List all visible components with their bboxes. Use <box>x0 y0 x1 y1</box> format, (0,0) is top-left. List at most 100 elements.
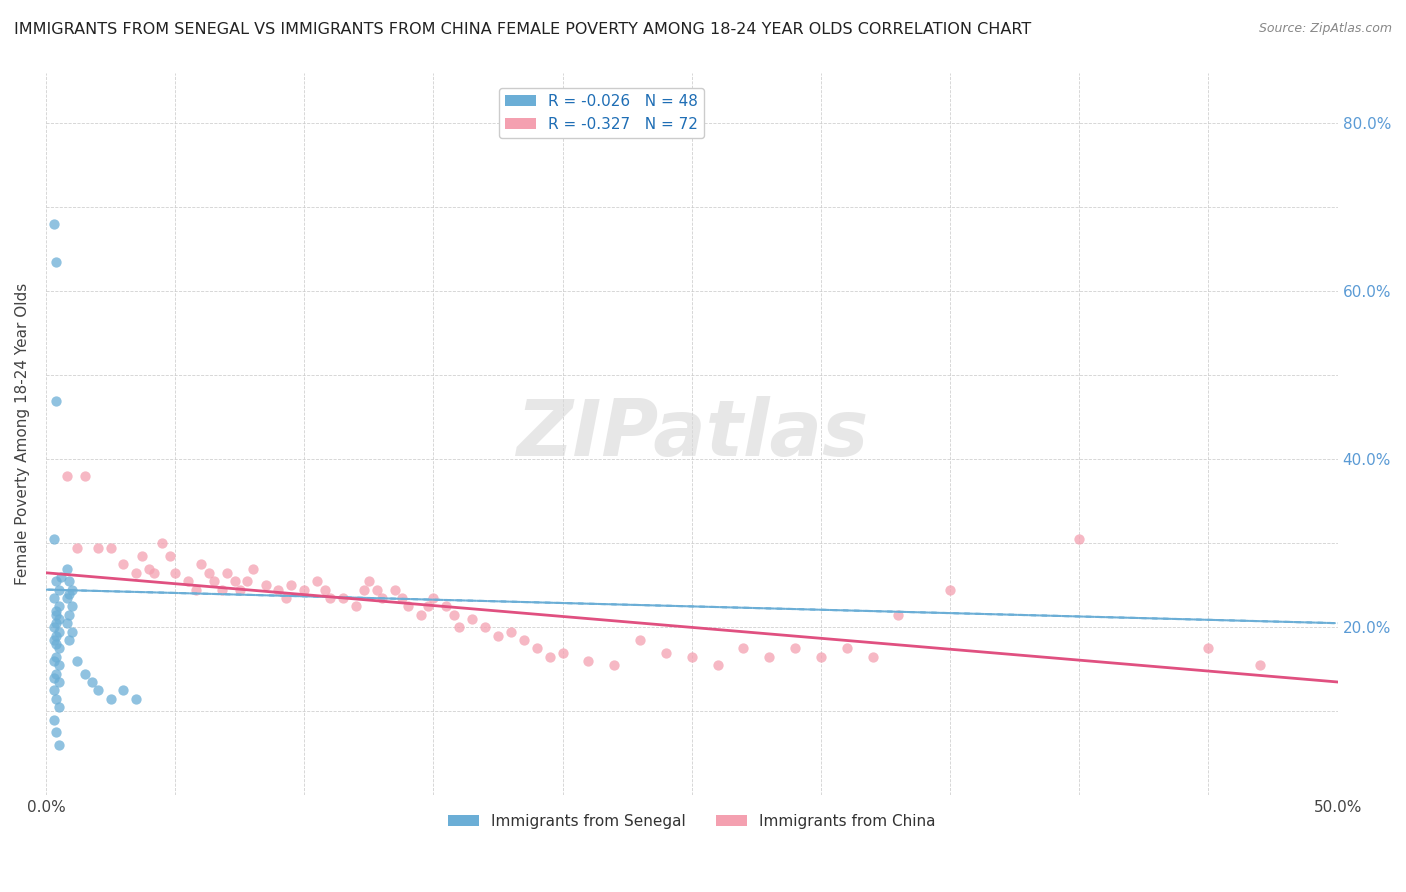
Point <box>48 700 70 714</box>
Point <box>86 541 108 555</box>
Point <box>55 591 77 605</box>
Point <box>197 566 219 580</box>
Point <box>184 582 207 597</box>
Point <box>578 654 600 668</box>
Point <box>55 561 77 575</box>
Point <box>224 574 246 589</box>
Point <box>422 591 444 605</box>
Point <box>58 632 80 647</box>
Point <box>45 629 67 643</box>
Point <box>48 582 70 597</box>
Point <box>190 558 212 572</box>
Point <box>353 582 375 597</box>
Point <box>474 620 496 634</box>
Point <box>1069 532 1091 546</box>
Point <box>45 637 67 651</box>
Point <box>58 587 80 601</box>
Point <box>307 574 329 589</box>
Point <box>45 607 67 622</box>
Point <box>45 255 67 269</box>
Point <box>58 607 80 622</box>
Point <box>434 599 457 614</box>
Text: IMMIGRANTS FROM SENEGAL VS IMMIGRANTS FROM CHINA FEMALE POVERTY AMONG 18-24 YEAR: IMMIGRANTS FROM SENEGAL VS IMMIGRANTS FR… <box>14 22 1032 37</box>
Point <box>159 549 181 563</box>
Point <box>60 624 83 639</box>
Point <box>236 574 259 589</box>
Point <box>48 675 70 690</box>
Point <box>48 738 70 752</box>
Point <box>862 649 884 664</box>
Point <box>835 641 858 656</box>
Point <box>112 558 135 572</box>
Point <box>461 612 484 626</box>
Point <box>655 646 678 660</box>
Point <box>202 574 225 589</box>
Point <box>785 641 807 656</box>
Point <box>449 620 471 634</box>
Point <box>48 624 70 639</box>
Point <box>887 607 910 622</box>
Point <box>314 582 336 597</box>
Point <box>681 649 703 664</box>
Point <box>58 574 80 589</box>
Point <box>125 691 148 706</box>
Point <box>66 541 89 555</box>
Point <box>48 641 70 656</box>
Point <box>143 566 166 580</box>
Point <box>1198 641 1220 656</box>
Point <box>100 691 122 706</box>
Point <box>366 582 388 597</box>
Point <box>86 683 108 698</box>
Point <box>443 607 465 622</box>
Point <box>409 607 432 622</box>
Point <box>45 393 67 408</box>
Point <box>939 582 962 597</box>
Point <box>48 658 70 673</box>
Point <box>55 469 77 483</box>
Point <box>45 691 67 706</box>
Point <box>48 612 70 626</box>
Point <box>100 541 122 555</box>
Point <box>603 658 626 673</box>
Point <box>357 574 380 589</box>
Point <box>45 649 67 664</box>
Point <box>418 599 440 614</box>
Legend: Immigrants from Senegal, Immigrants from China: Immigrants from Senegal, Immigrants from… <box>441 807 942 835</box>
Point <box>384 582 406 597</box>
Point <box>332 591 354 605</box>
Point <box>526 641 548 656</box>
Point <box>215 566 238 580</box>
Point <box>391 591 413 605</box>
Point <box>280 578 302 592</box>
Point <box>1249 658 1271 673</box>
Point <box>42 532 65 546</box>
Point <box>45 604 67 618</box>
Point <box>319 591 342 605</box>
Point <box>810 649 832 664</box>
Point <box>42 654 65 668</box>
Point <box>733 641 755 656</box>
Point <box>177 574 200 589</box>
Point <box>60 599 83 614</box>
Point <box>486 629 509 643</box>
Point <box>73 469 96 483</box>
Point <box>499 624 522 639</box>
Point <box>42 620 65 634</box>
Point <box>66 654 89 668</box>
Point <box>42 671 65 685</box>
Text: Source: ZipAtlas.com: Source: ZipAtlas.com <box>1258 22 1392 36</box>
Point <box>42 632 65 647</box>
Point <box>371 591 394 605</box>
Point <box>42 217 65 231</box>
Point <box>242 561 264 575</box>
Point <box>45 616 67 631</box>
Text: ZIPatlas: ZIPatlas <box>516 396 868 472</box>
Point <box>551 646 574 660</box>
Point <box>42 683 65 698</box>
Point <box>513 632 536 647</box>
Point <box>706 658 728 673</box>
Point <box>396 599 419 614</box>
Point <box>42 713 65 727</box>
Point <box>344 599 367 614</box>
Point <box>758 649 780 664</box>
